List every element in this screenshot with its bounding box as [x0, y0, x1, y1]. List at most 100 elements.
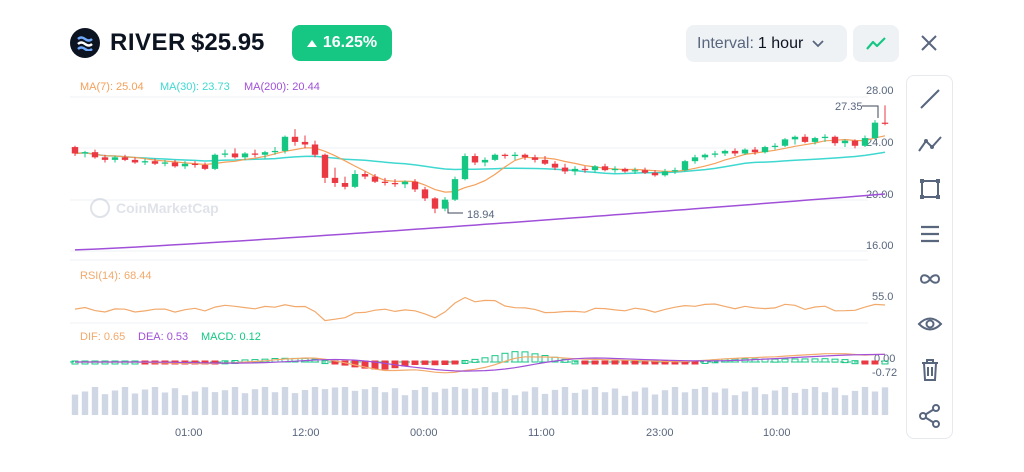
line-tool-button[interactable]: [915, 84, 945, 114]
volume-bar: [341, 387, 349, 415]
macd-bar: [451, 360, 459, 365]
macd-bar: [841, 359, 849, 364]
candle-body: [121, 157, 129, 160]
price-tick-24: 24.00: [866, 137, 894, 149]
candle-body: [421, 189, 429, 199]
candle-body: [881, 122, 889, 124]
macd-bar: [631, 360, 639, 365]
polyline-tool-button[interactable]: [915, 129, 945, 159]
volume-bar: [701, 387, 709, 415]
volume-bar: [871, 391, 879, 415]
rectangle-tool-button[interactable]: [915, 174, 945, 204]
volume-bar: [211, 392, 219, 415]
volume-bar: [731, 395, 739, 415]
macd-bar: [821, 358, 829, 363]
volume-bar: [691, 388, 699, 415]
macd-bar: [531, 353, 539, 363]
volume-bar: [371, 387, 379, 415]
candle-body: [471, 156, 479, 163]
volume-bar: [761, 394, 769, 415]
candle-body: [761, 147, 769, 153]
high-annotation-line: [862, 105, 879, 118]
candle-body: [291, 136, 299, 142]
volume-bar: [111, 390, 119, 415]
candle-body: [371, 176, 379, 182]
macd-bar: [571, 360, 579, 365]
ma7-legend: MA(7): 25.04: [80, 81, 144, 93]
candle-body: [481, 159, 489, 163]
price-change-badge: 16.25%: [292, 25, 392, 61]
candle-body: [831, 136, 839, 144]
ma7-line: [74, 135, 886, 193]
volume-bar: [171, 388, 179, 415]
candle-body: [171, 162, 179, 167]
macd-bar: [791, 358, 799, 363]
candle-body: [581, 168, 589, 171]
delete-button[interactable]: [915, 355, 945, 385]
candle-body: [281, 136, 289, 151]
macd-bar: [881, 360, 889, 365]
volume-bar: [781, 387, 789, 415]
volume-bar: [91, 387, 99, 415]
candlestick-chart[interactable]: MA(7): 25.04 MA(30): 23.73 MA(200): 20.4…: [0, 70, 905, 472]
candle-body: [491, 154, 499, 160]
interval-dropdown[interactable]: Interval: 1 hour: [686, 25, 847, 62]
volume-bar: [81, 391, 89, 415]
candle-body: [811, 138, 819, 142]
candle-body: [741, 149, 749, 154]
volume-bar: [351, 390, 359, 415]
candle-body: [131, 159, 139, 163]
macd-bar: [801, 358, 809, 363]
interval-label: Interval:: [697, 34, 754, 52]
price-tick-28: 28.00: [866, 85, 894, 97]
candle-body: [591, 166, 599, 171]
macd-bar: [441, 360, 449, 365]
share-icon: [919, 404, 940, 428]
low-annotation-line: [447, 202, 463, 214]
volume-bar: [711, 392, 719, 415]
macd-bar: [621, 360, 629, 365]
candle-body: [651, 172, 659, 176]
candle-body: [751, 149, 759, 153]
share-button[interactable]: [915, 401, 945, 431]
candle-body: [231, 153, 239, 158]
drawing-toolbar: [906, 75, 953, 439]
infinity-icon: [919, 274, 941, 284]
infinity-button[interactable]: [915, 264, 945, 294]
chart-area[interactable]: MA(7): 25.04 MA(30): 23.73 MA(200): 20.4…: [0, 70, 905, 472]
candle-body: [201, 165, 209, 169]
watermark-text: CoinMarketCap: [116, 200, 219, 216]
rectangle-tool-icon: [920, 179, 940, 199]
volume-bar: [421, 387, 429, 415]
volume-bar: [751, 387, 759, 415]
dea-line: [75, 353, 886, 372]
volume-bar: [681, 392, 689, 415]
volume-bar: [621, 395, 629, 415]
volume-bar: [651, 394, 659, 415]
visibility-button[interactable]: [915, 309, 945, 339]
macd-bar: [611, 360, 619, 365]
volume-bar: [571, 392, 579, 415]
candle-body: [541, 159, 549, 164]
close-button[interactable]: [914, 28, 944, 58]
volume-bar: [821, 392, 829, 415]
token-price: $25.95: [191, 29, 265, 56]
candle-body: [531, 157, 539, 160]
candle-body: [691, 157, 699, 162]
macd-bar: [321, 360, 329, 365]
time-tick-1100: 11:00: [528, 427, 555, 439]
volume-bar: [141, 389, 149, 415]
macd-bar: [601, 360, 609, 365]
horizontal-lines-button[interactable]: [915, 219, 945, 249]
volume-bar: [311, 387, 319, 415]
candle-body: [711, 153, 719, 155]
candle-body: [111, 157, 119, 160]
volume-bar: [491, 392, 499, 415]
header: RIVER $25.95 16.25% Interval: 1 hour: [0, 0, 1024, 80]
chart-type-button[interactable]: [853, 25, 899, 62]
volume-bar: [231, 387, 239, 415]
volume-bar: [431, 392, 439, 415]
volume-bar: [471, 388, 479, 415]
volume-bar: [561, 387, 569, 415]
macd-bar: [461, 359, 469, 364]
